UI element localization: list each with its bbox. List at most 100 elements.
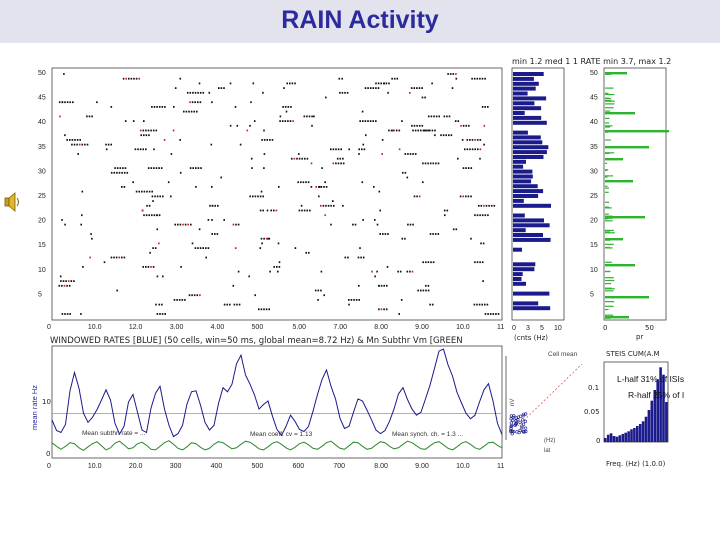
raster-spike [170,195,172,198]
raster-spike [455,228,458,231]
raster-spike [236,303,238,306]
raster-spike [188,110,190,113]
vm-bar [605,220,613,222]
raster-spike [167,181,170,184]
raster-spike [390,129,393,132]
raster-spike [446,209,449,212]
raster-spike [414,153,417,155]
raster-spike [196,110,198,113]
raster-spike [156,228,159,231]
raster-spike [332,148,335,151]
scatter-point [519,414,523,418]
raster-spike [364,120,367,122]
raster-spike [424,96,426,99]
raster-spike [263,153,266,155]
raster-spike [139,129,142,132]
raster-spike [63,284,66,287]
raster-spike [378,308,380,311]
isi-bar [647,410,651,442]
scatter-point [510,423,514,427]
raster-spike [427,162,429,165]
raster-spike [237,223,240,226]
scatter-label-cell-mean: Cell mean [548,351,578,358]
isi-bar [612,436,616,442]
raster-spike [324,181,326,184]
speaker-icon[interactable] [4,191,22,213]
vm-bar [605,218,608,220]
vm-bar [605,180,633,183]
raster-spike [371,270,373,273]
vm-bar [605,146,649,149]
windowed-rates-panel: WINDOWED RATES [BLUE] (50 cells, win=50 … [30,336,504,470]
raster-spike [137,148,139,151]
scatter-point [518,420,522,425]
raster-spike [223,219,225,221]
raster-spike [170,153,173,155]
raster-spike [315,186,317,188]
raster-spike [437,233,440,235]
raster-spike [342,204,344,207]
raster-spike [159,195,161,198]
vm-bar [605,229,614,231]
raster-spike [325,96,327,99]
raster-spike [484,303,486,306]
raster-spike [81,214,83,217]
raster-spike [64,101,66,104]
raster-spike [179,223,182,226]
rate-hist-header: min 1.2 med 1 1 RATE min 3.7, max 1.2 [512,57,671,66]
raster-spike [375,120,377,122]
raster-spike [159,313,161,315]
raster-spike [362,256,365,259]
scatter-point [520,426,524,430]
windowed-annotation-3: Mean synch. ch. = 1.3 ... [392,431,463,438]
raster-spike [239,143,242,146]
raster-spike [58,284,61,287]
vm-bar [605,162,608,164]
raster-spike [193,294,196,297]
raster-spike [154,247,157,249]
raster-spike [152,200,154,202]
raster-spike [60,280,62,282]
raster-spike [413,195,416,198]
raster-spike [479,214,481,217]
raster-spike [211,204,214,207]
raster-spike [266,139,269,141]
raster-spike [158,214,161,217]
raster-spike [235,223,237,226]
raster-spike [464,148,466,151]
raster-spike [135,77,138,80]
vm-bar [605,290,614,292]
rate-bar [513,247,522,252]
vm-histogram-panel: 0 50 pr [603,67,669,341]
raster-spike [361,110,364,113]
raster-spike [359,247,361,249]
raster-spike [150,167,153,169]
raster-spike [197,91,199,94]
isi-ytick-0: 0.1 [588,384,599,392]
windowed-x-tick: 600 [292,463,304,470]
windowed-x-tick: 400 [211,463,223,470]
raster-spike [422,289,425,292]
raster-spike [161,313,164,315]
raster-spike [179,139,181,141]
raster-spike [344,91,346,94]
raster-spike [114,167,116,169]
raster-spike [209,204,211,207]
raster-spike [407,223,409,226]
isi-bar [604,438,607,442]
raster-spike [128,77,130,80]
raster-spike [273,209,275,212]
raster-spike [365,134,367,137]
raster-spike [474,214,476,217]
raster-spike [306,209,308,212]
raster-spike [73,280,75,282]
raster-spike [155,303,157,306]
raster-spike [308,115,311,118]
slide-title: RAIN Activity [281,6,439,34]
raster-spike [310,186,313,188]
raster-spike [183,110,185,113]
raster-spike [250,101,252,104]
raster-spike [476,303,478,306]
raster-spike [71,139,74,141]
raster-spike [438,115,440,118]
